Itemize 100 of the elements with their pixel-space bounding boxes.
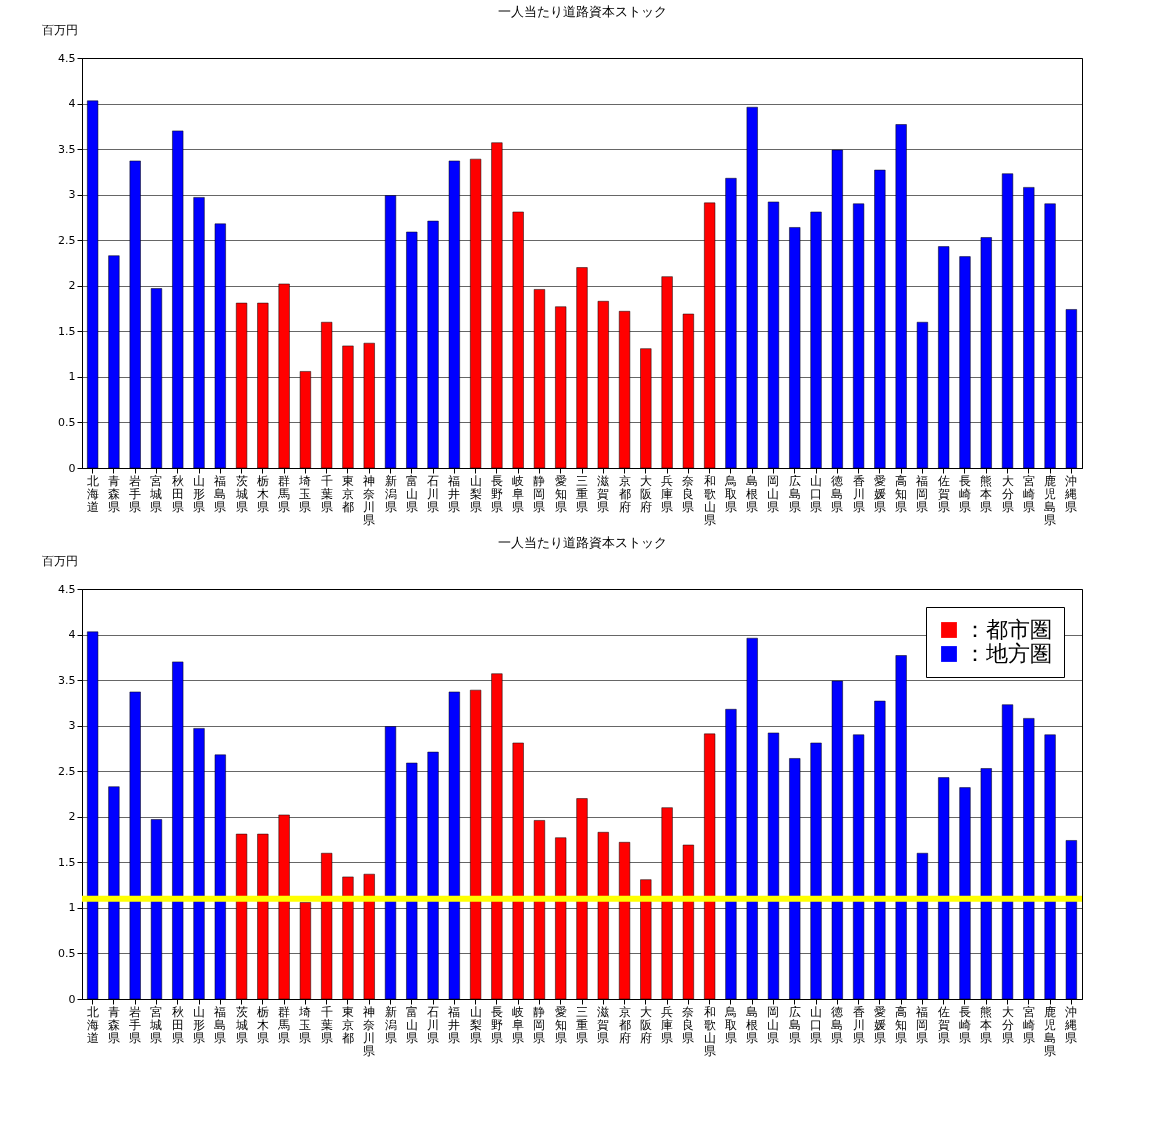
x-tick-label: 群馬県 (277, 473, 291, 514)
y-tick-label: 0 (68, 461, 76, 475)
y-tick-label: 0.5 (58, 415, 76, 429)
x-tick-label: 愛媛県 (873, 473, 886, 514)
y-tick-label: 3 (68, 719, 76, 733)
x-tick-label: 佐賀県 (937, 473, 950, 514)
y-tick-label: 4 (68, 628, 76, 642)
x-tick-label: 北海道 (86, 1004, 99, 1045)
x-tick-label: 東京都 (341, 1004, 354, 1045)
y-axis-title: 百万円 (41, 22, 78, 37)
x-tick-label: 滋賀県 (597, 1004, 610, 1045)
x-tick-label: 愛媛県 (873, 1004, 886, 1045)
x-tick-label: 和歌山県 (703, 1004, 716, 1058)
y-tick-label: 2.5 (58, 764, 76, 778)
x-tick-label: 大阪府 (639, 473, 652, 514)
x-tick-label: 秋田県 (171, 1004, 184, 1045)
x-tick-label: 宮崎県 (1022, 1004, 1035, 1045)
x-tick-label: 岐阜県 (512, 473, 525, 514)
x-tick-label: 福井県 (448, 1004, 461, 1045)
x-tick-label: 熊本県 (980, 473, 993, 514)
x-tick-label: 広島県 (788, 473, 801, 514)
x-tick-label: 京都府 (618, 473, 631, 514)
y-tick-label: 0 (68, 992, 76, 1006)
x-tick-label: 富山県 (405, 1004, 418, 1045)
y-tick-label: 2 (68, 279, 76, 293)
y-tick-label: 4.5 (58, 51, 76, 65)
x-tick-label: 茨城県 (234, 1004, 248, 1045)
x-tick-label: 静岡県 (533, 1004, 546, 1045)
x-tick-label: 千葉県 (320, 1004, 333, 1045)
x-tick-label: 石川県 (427, 1004, 440, 1045)
x-tick-label: 神奈川県 (363, 1004, 376, 1058)
y-tick-label: 4.5 (58, 582, 76, 596)
y-tick-label: 3.5 (58, 673, 76, 687)
x-tick-label: 奈良県 (682, 1004, 695, 1045)
chart-title: 一人当たり道路資本ストック (497, 4, 667, 19)
x-tick-label: 長崎県 (958, 473, 971, 514)
x-tick-label: 香川県 (852, 1004, 865, 1045)
legend-label: ：都市圏 (964, 617, 1052, 642)
x-tick-label: 大分県 (1001, 473, 1014, 514)
x-tick-label: 宮崎県 (1022, 473, 1035, 514)
x-tick-label: 秋田県 (171, 473, 184, 514)
x-tick-label: 宮城県 (149, 1004, 163, 1045)
x-tick-label: 北海道 (86, 473, 99, 514)
x-tick-label: 茨城県 (234, 473, 248, 514)
x-tick-label: 福岡県 (916, 1004, 929, 1045)
x-tick-label: 沖縄県 (1064, 473, 1078, 514)
chart-title: 一人当たり道路資本ストック (497, 535, 667, 550)
x-tick-label: 静岡県 (533, 473, 546, 514)
x-tick-label: 青森県 (107, 1004, 120, 1045)
x-tick-label: 東京都 (341, 473, 354, 514)
x-tick-label: 愛知県 (554, 473, 567, 514)
x-tick-label: 福岡県 (916, 473, 929, 514)
x-tick-label: 岐阜県 (512, 1004, 525, 1045)
x-tick-label: 山梨県 (469, 473, 482, 514)
x-tick-label: 大分県 (1001, 1004, 1014, 1045)
x-tick-label: 栃木県 (256, 473, 269, 514)
x-tick-label: 新潟県 (384, 1004, 397, 1045)
x-tick-label: 長崎県 (958, 1004, 971, 1045)
x-tick-label: 滋賀県 (597, 473, 610, 514)
x-tick-label: 高知県 (895, 1004, 908, 1045)
y-tick-label: 0.5 (58, 946, 76, 960)
x-tick-label: 山口県 (810, 1004, 823, 1045)
x-tick-label: 福井県 (448, 473, 461, 514)
x-tick-label: 神奈川県 (363, 473, 376, 527)
x-tick-label: 兵庫県 (661, 1004, 674, 1045)
y-tick-label: 1 (68, 901, 76, 915)
x-tick-label: 福島県 (214, 473, 227, 514)
x-tick-label: 島根県 (746, 473, 759, 514)
x-tick-label: 三重県 (576, 1004, 588, 1045)
x-tick-label: 富山県 (405, 473, 418, 514)
x-tick-label: 新潟県 (384, 473, 397, 514)
x-tick-label: 山形県 (193, 1004, 206, 1045)
x-tick-label: 栃木県 (256, 1004, 269, 1045)
x-tick-label: 埼玉県 (298, 1004, 312, 1045)
y-tick-label: 1 (68, 370, 76, 384)
x-tick-label: 奈良県 (682, 473, 695, 514)
x-tick-label: 鹿児島県 (1044, 473, 1057, 527)
x-tick-label: 山梨県 (469, 1004, 482, 1045)
x-tick-label: 青森県 (107, 473, 120, 514)
y-tick-label: 3 (68, 188, 76, 202)
x-tick-label: 千葉県 (320, 473, 333, 514)
legend-label: ：地方圏 (964, 641, 1052, 666)
x-tick-label: 石川県 (427, 473, 440, 514)
y-axis-title: 百万円 (41, 553, 78, 568)
x-tick-label: 福島県 (214, 1004, 227, 1045)
y-tick-label: 2 (68, 810, 76, 824)
x-tick-label: 徳島県 (831, 473, 844, 514)
x-tick-label: 熊本県 (980, 1004, 993, 1045)
x-tick-label: 徳島県 (831, 1004, 844, 1045)
x-tick-label: 鳥取県 (723, 1004, 737, 1045)
x-tick-label: 岡山県 (767, 473, 780, 514)
y-tick-label: 2.5 (58, 233, 76, 247)
x-tick-label: 和歌山県 (703, 473, 716, 527)
y-tick-label: 1.5 (58, 324, 76, 338)
x-tick-label: 山口県 (810, 473, 823, 514)
x-tick-label: 島根県 (746, 1004, 759, 1045)
y-tick-label: 1.5 (58, 855, 76, 869)
x-tick-label: 埼玉県 (298, 473, 312, 514)
x-tick-label: 群馬県 (277, 1004, 291, 1045)
y-tick-label: 3.5 (58, 142, 76, 156)
